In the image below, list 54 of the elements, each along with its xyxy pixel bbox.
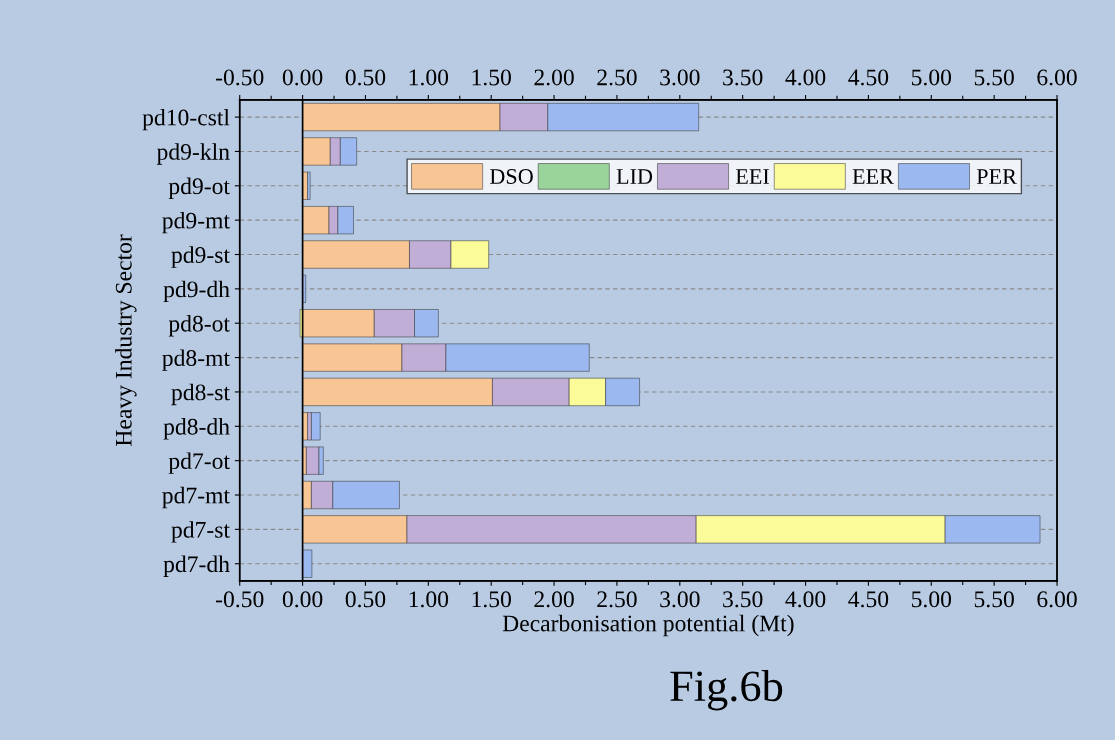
legend-label: DSO <box>489 169 533 184</box>
x-tick-label: 4.00 <box>785 591 826 608</box>
x2-tick-label: 1.50 <box>472 69 511 86</box>
y-tick-label: pd8-mt <box>162 349 230 371</box>
x2-tick-label: 0.00 <box>282 69 323 86</box>
x2-tick-label: 2.50 <box>597 69 637 86</box>
x-tick-label: 1.00 <box>409 591 449 608</box>
x2-tick-label: 5.00 <box>911 69 952 86</box>
x-tick-label: 0.50 <box>345 591 386 608</box>
y-tick-label: pd9-st <box>171 246 230 268</box>
legend-label: PER <box>976 169 1017 184</box>
legend-label: LID <box>616 169 653 184</box>
y-tick-label: pd7-dh <box>163 555 230 577</box>
y-tick-label: pd9-kln <box>156 143 230 165</box>
x-tick-label: 4.50 <box>848 591 889 608</box>
x-axis-title: Decarbonisation potential (Mt) <box>502 614 794 637</box>
x-tick-label: 6.00 <box>1037 591 1077 608</box>
y-tick-label: pd8-dh <box>163 418 230 440</box>
caption: Fig.6b <box>670 669 783 711</box>
x2-tick-label: 1.00 <box>409 69 449 86</box>
y-axis-title: Heavy Industry Sector <box>115 234 137 446</box>
x2-tick-label: 2.00 <box>534 69 574 86</box>
y-tick-label: pd9-dh <box>163 280 230 303</box>
x2-tick-label: 3.00 <box>660 69 700 86</box>
bar <box>302 549 313 578</box>
y-tick-label: pd9-ot <box>168 177 230 200</box>
x2-tick-label: 6.00 <box>1037 69 1077 86</box>
x-tick-label: 5.50 <box>974 591 1014 608</box>
x2-tick-label: 5.50 <box>974 69 1014 86</box>
y-tick-label: pd8-ot <box>168 315 230 337</box>
y-tick-label: pd10-cstl <box>142 108 230 131</box>
legend-label: EER <box>852 169 894 184</box>
legend-label: EEI <box>735 169 769 184</box>
y-tick-label: pd7-mt <box>162 486 230 509</box>
x-tick-label: 2.00 <box>534 591 574 608</box>
x-tick-label: 3.00 <box>660 591 700 608</box>
x-tick-label: 3.50 <box>723 591 763 608</box>
x-tick-label: -0.50 <box>216 591 264 608</box>
x2-tick-label: 4.00 <box>785 69 826 86</box>
y-tick-label: pd8-st <box>171 383 230 406</box>
y-tick-label: pd9-mt <box>162 211 230 234</box>
x2-tick-label: 0.50 <box>345 69 386 86</box>
x-tick-label: 0.00 <box>282 591 323 608</box>
bar <box>307 171 311 200</box>
x2-tick-label: -0.50 <box>216 69 264 86</box>
x-tick-label: 5.00 <box>911 591 952 608</box>
y-tick-label: pd7-ot <box>168 452 230 474</box>
bar <box>311 412 321 441</box>
y-tick-label: pd7-st <box>171 521 230 543</box>
x-tick-label: 1.50 <box>472 591 511 608</box>
bar <box>306 446 320 475</box>
x2-tick-label: 3.50 <box>723 69 763 86</box>
x2-tick-label: 4.50 <box>848 69 889 86</box>
x-tick-label: 2.50 <box>597 591 637 608</box>
